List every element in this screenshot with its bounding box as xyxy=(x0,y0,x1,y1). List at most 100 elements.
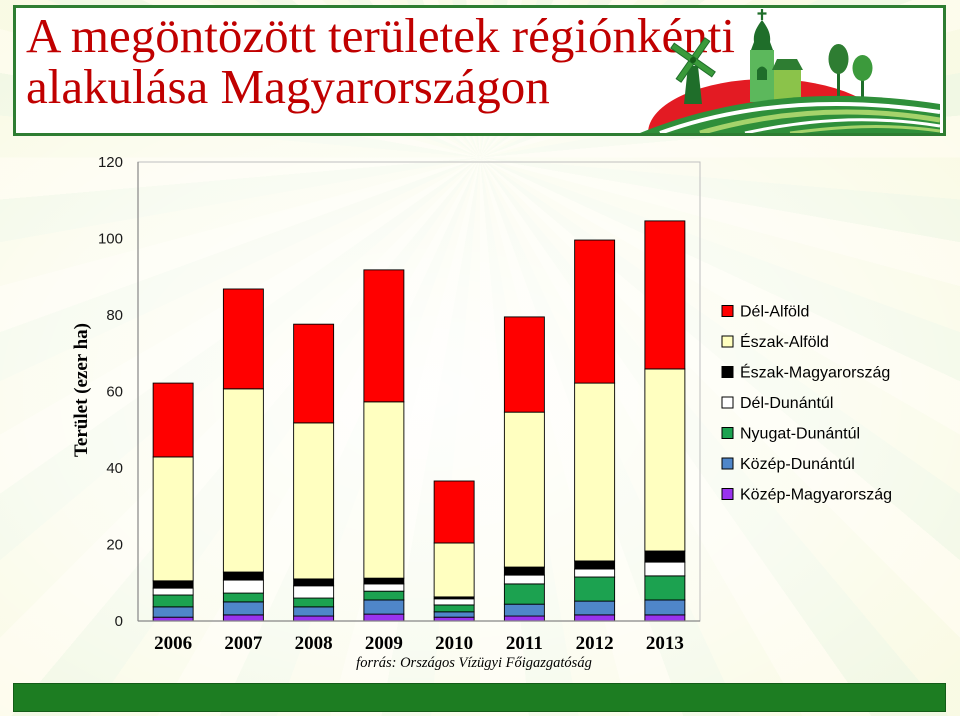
y-tick-label: 120 xyxy=(98,154,123,171)
bar-nyugat-dunantul-2013 xyxy=(644,575,686,601)
bar-eszak-alfold-2011 xyxy=(503,411,545,568)
legend: Dél-Alföld Észak-Alföld Észak-Magyarország… xyxy=(721,304,892,504)
legend-swatch xyxy=(721,488,734,500)
bar-del-alfold-2012 xyxy=(574,239,616,384)
bar-eszak-magyarorszag-2011 xyxy=(503,566,545,576)
bar-del-dunantul-2009 xyxy=(363,583,405,592)
bar-del-dunantul-2010 xyxy=(433,598,475,606)
x-tick-label: 2010 xyxy=(435,633,473,654)
legend-label: Észak-Magyarország xyxy=(740,363,890,382)
y-tick-label: 20 xyxy=(106,537,123,554)
bar-kozep-magyarorszag-2012 xyxy=(574,614,616,622)
legend-label: Észak-Alföld xyxy=(740,332,829,351)
bar-del-alfold-2008 xyxy=(293,323,335,424)
bar-nyugat-dunantul-2012 xyxy=(574,576,616,602)
windmill-tower xyxy=(684,66,702,104)
bar-stack-2009 xyxy=(363,269,405,622)
bar-del-alfold-2009 xyxy=(363,269,405,403)
y-tick-label: 100 xyxy=(98,231,123,248)
legend-label: Dél-Dunántúl xyxy=(740,395,833,412)
legend-label: Közép-Dunántúl xyxy=(740,456,855,473)
legend-label: Nyugat-Dunántúl xyxy=(740,426,860,443)
y-tick-label: 80 xyxy=(106,307,123,324)
field-stripe xyxy=(744,118,940,133)
legend-label: Közép-Magyarország xyxy=(740,487,892,504)
church-icon xyxy=(750,9,803,102)
bar-eszak-alfold-2008 xyxy=(293,422,335,580)
church-nave xyxy=(774,70,801,102)
bar-del-dunantul-2006 xyxy=(152,587,194,596)
legend-swatch xyxy=(721,396,734,409)
y-tick-label: 0 xyxy=(115,613,123,630)
legend-swatch xyxy=(721,366,734,378)
tree-trunk xyxy=(861,72,864,100)
x-tick-label: 2013 xyxy=(646,633,684,654)
tree-canopy xyxy=(852,55,873,81)
bar-eszak-alfold-2010 xyxy=(433,542,475,598)
bar-nyugat-dunantul-2010 xyxy=(433,604,475,613)
logo xyxy=(640,9,940,133)
field-stripe xyxy=(659,101,940,133)
legend-swatch xyxy=(721,305,734,317)
x-tick-label: 2006 xyxy=(154,633,192,654)
legend-item-kozep-dunantul: Közép-Dunántúl xyxy=(721,456,855,473)
bar-stack-2013 xyxy=(644,220,686,622)
bar-eszak-magyarorszag-2006 xyxy=(152,580,194,589)
bar-kozep-magyarorszag-2011 xyxy=(503,615,545,622)
legend-item-eszak-alfold: Észak-Alföld xyxy=(721,332,829,351)
legend-item-del-alfold: Dél-Alföld xyxy=(721,304,809,321)
bar-nyugat-dunantul-2007 xyxy=(222,592,264,603)
y-tick-label: 40 xyxy=(106,460,123,477)
bar-stack-2012 xyxy=(574,239,616,622)
bars xyxy=(152,220,686,622)
bar-kozep-magyarorszag-2007 xyxy=(222,614,264,622)
x-tick-label: 2008 xyxy=(295,633,333,654)
x-tick-labels: 2006 2007 2008 2009 2010 2011 2012 2013 xyxy=(154,633,684,654)
bar-del-dunantul-2007 xyxy=(222,579,264,594)
bar-eszak-alfold-2013 xyxy=(644,368,686,552)
bar-kozep-dunantul-2013 xyxy=(644,599,686,616)
bar-stack-2008 xyxy=(293,323,335,622)
bar-eszak-magyarorszag-2008 xyxy=(293,578,335,587)
bar-eszak-alfold-2006 xyxy=(152,456,194,582)
bar-kozep-dunantul-2006 xyxy=(152,606,194,618)
bar-stack-2011 xyxy=(503,316,545,622)
bar-kozep-dunantul-2011 xyxy=(503,603,545,617)
legend-swatch xyxy=(721,457,734,470)
y-tick-labels: 0 20 40 60 80 100 120 xyxy=(98,154,123,630)
legend-item-nyugat-dunantul: Nyugat-Dunántúl xyxy=(721,426,860,443)
bar-eszak-magyarorszag-2012 xyxy=(574,560,616,570)
bar-eszak-magyarorszag-2013 xyxy=(644,550,686,563)
fields xyxy=(640,95,940,133)
legend-item-del-dunantul: Dél-Dunántúl xyxy=(721,395,833,412)
bar-eszak-alfold-2009 xyxy=(363,401,405,579)
church-window xyxy=(757,66,767,80)
church-cross xyxy=(757,9,767,20)
chart-title: A megöntözött területek régiónkénti alak… xyxy=(26,8,735,114)
bar-kozep-magyarorszag-2013 xyxy=(644,614,686,622)
windmill-hub xyxy=(690,57,696,63)
bar-eszak-magyarorszag-2007 xyxy=(222,571,264,581)
bar-del-alfold-2007 xyxy=(222,288,264,390)
bar-stack-2007 xyxy=(222,288,264,622)
bar-del-dunantul-2012 xyxy=(574,568,616,578)
x-tick-label: 2011 xyxy=(506,633,543,654)
field-stripe xyxy=(789,125,940,133)
bar-nyugat-dunantul-2006 xyxy=(152,594,194,608)
bar-nyugat-dunantul-2009 xyxy=(363,590,405,601)
y-tick-label: 60 xyxy=(106,384,123,401)
legend-label: Dél-Alföld xyxy=(740,304,809,321)
church-roof xyxy=(772,59,803,70)
bar-del-alfold-2011 xyxy=(503,316,545,413)
bar-kozep-dunantul-2009 xyxy=(363,599,405,615)
windmill-icon xyxy=(670,37,716,104)
bar-del-alfold-2013 xyxy=(644,220,686,370)
tree-icon xyxy=(852,55,873,100)
bar-del-alfold-2010 xyxy=(433,480,475,544)
source-note: forrás: Országos Vízügyi Főigazgatóság xyxy=(356,655,592,671)
footer-bar xyxy=(13,683,946,712)
legend-item-eszak-magyarorszag: Észak-Magyarország xyxy=(721,363,890,382)
church-spire xyxy=(751,20,773,50)
